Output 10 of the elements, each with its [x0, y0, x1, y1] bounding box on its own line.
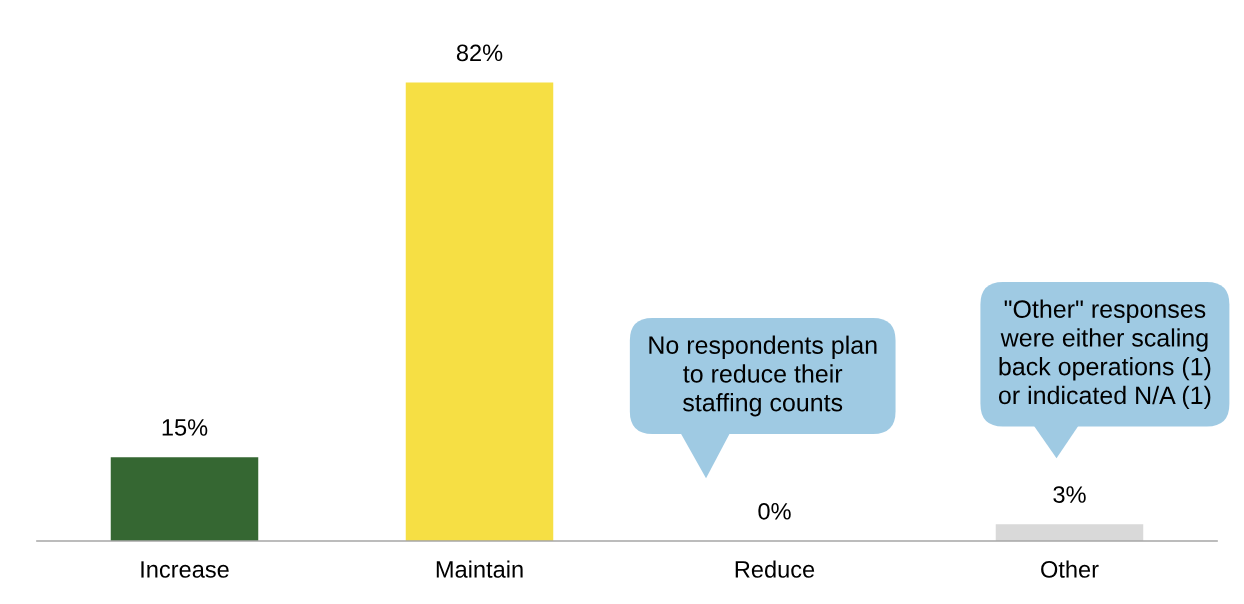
data-label: 82% [456, 44, 503, 62]
annotation: No respondents plan to reduce their staffing counts [649, 335, 877, 417]
data-label: 0% [758, 502, 791, 520]
x-tick-label: Maintain [436, 560, 523, 578]
data-label: 3% [1053, 486, 1086, 503]
x-tick-label: Reduce [735, 560, 815, 578]
annotation: "Other" responses were either scaling back operations (1) or indicated N/A (1) [998, 299, 1211, 410]
x-tick-label: Increase [141, 561, 229, 578]
x-tick-label: Other [1041, 560, 1099, 578]
data-label: 15% [162, 419, 208, 436]
